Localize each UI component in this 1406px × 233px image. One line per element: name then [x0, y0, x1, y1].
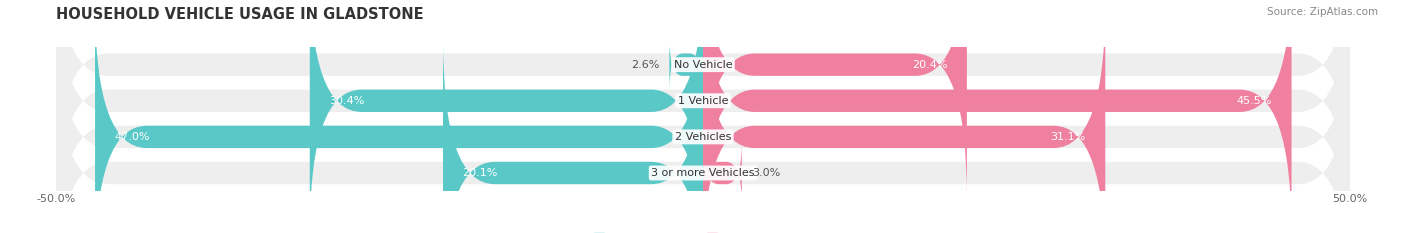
FancyBboxPatch shape	[56, 0, 1350, 233]
FancyBboxPatch shape	[56, 40, 1350, 233]
Text: 20.4%: 20.4%	[912, 60, 948, 70]
FancyBboxPatch shape	[96, 4, 703, 233]
Text: 45.5%: 45.5%	[1237, 96, 1272, 106]
Text: 1 Vehicle: 1 Vehicle	[678, 96, 728, 106]
FancyBboxPatch shape	[443, 40, 703, 233]
FancyBboxPatch shape	[703, 0, 1292, 233]
FancyBboxPatch shape	[56, 0, 1350, 198]
Text: 47.0%: 47.0%	[114, 132, 150, 142]
Text: 31.1%: 31.1%	[1050, 132, 1085, 142]
FancyBboxPatch shape	[669, 38, 703, 91]
Text: 3 or more Vehicles: 3 or more Vehicles	[651, 168, 755, 178]
FancyBboxPatch shape	[56, 4, 1350, 233]
Text: 30.4%: 30.4%	[329, 96, 364, 106]
Text: No Vehicle: No Vehicle	[673, 60, 733, 70]
Text: 2.6%: 2.6%	[631, 60, 659, 70]
Text: 2 Vehicles: 2 Vehicles	[675, 132, 731, 142]
FancyBboxPatch shape	[703, 0, 967, 198]
Text: Source: ZipAtlas.com: Source: ZipAtlas.com	[1267, 7, 1378, 17]
Text: 20.1%: 20.1%	[463, 168, 498, 178]
Legend: Owner-occupied, Renter-occupied: Owner-occupied, Renter-occupied	[589, 228, 817, 233]
FancyBboxPatch shape	[703, 141, 742, 205]
Text: HOUSEHOLD VEHICLE USAGE IN GLADSTONE: HOUSEHOLD VEHICLE USAGE IN GLADSTONE	[56, 7, 423, 22]
FancyBboxPatch shape	[703, 4, 1105, 233]
Text: 3.0%: 3.0%	[752, 168, 780, 178]
FancyBboxPatch shape	[309, 0, 703, 233]
